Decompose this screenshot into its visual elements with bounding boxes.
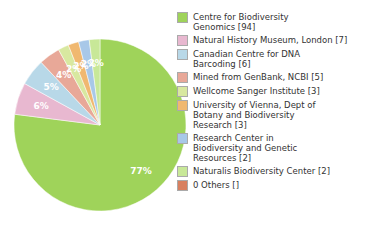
html-text:Naturalis Biodiversity Center: Naturalis Biodiversity Center [2] <box>193 166 330 176</box>
svg-text:4%: 4% <box>56 69 72 80</box>
svg-text:5%: 5% <box>43 82 58 92</box>
html-text:Natural History Museum, London: Natural History Museum, London [7] <box>193 35 348 45</box>
html-text:0 Others []: 0 Others [] <box>193 180 239 190</box>
svg-text:6%: 6% <box>33 101 48 111</box>
html-text:Mined from GenBank, NCBI [5]: Mined from GenBank, NCBI [5] <box>193 72 324 82</box>
svg-text:77%: 77% <box>130 166 152 176</box>
html-text:Wellcome Sanger Institute [3]: Wellcome Sanger Institute [3] <box>193 86 320 96</box>
html-text:Research Center in Biodiversit: Research Center in Biodiversity and Gene… <box>193 133 298 163</box>
html-text:Canadian Centre for DNA Barcod: Canadian Centre for DNA Barcoding [6] <box>193 49 300 69</box>
svg-text:2%: 2% <box>88 58 103 68</box>
html-text:Centre for Biodiversity Genomi: Centre for Biodiversity Genomics [94] <box>193 12 289 32</box>
html-text:University of Vienna, Dept of: University of Vienna, Dept of Botany and… <box>193 100 316 130</box>
